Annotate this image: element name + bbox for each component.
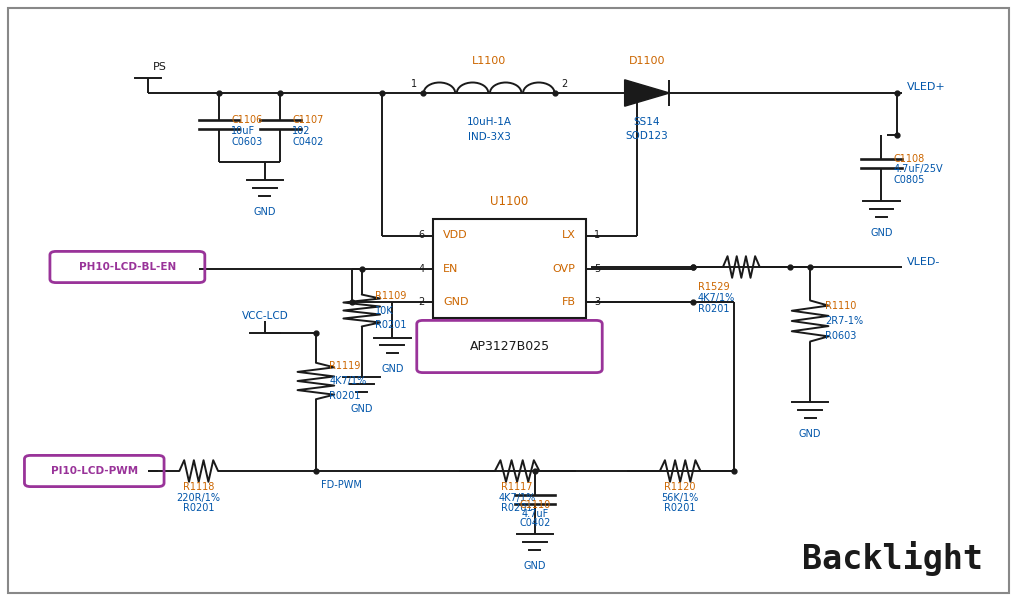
Text: U1100: U1100 [490, 195, 529, 208]
Text: C0603: C0603 [231, 137, 263, 147]
Text: R0201: R0201 [664, 503, 696, 514]
Text: D1100: D1100 [629, 56, 665, 66]
Text: R0201: R0201 [183, 503, 214, 514]
Text: R0201: R0201 [375, 320, 407, 331]
Text: C0402: C0402 [520, 518, 550, 528]
Text: R1117: R1117 [501, 482, 533, 492]
Text: Backlight: Backlight [802, 541, 983, 576]
Text: 4K7/1%: 4K7/1% [498, 493, 536, 503]
Text: 5: 5 [594, 263, 600, 274]
Text: OVP: OVP [553, 263, 576, 274]
Text: FD-PWM: FD-PWM [321, 480, 362, 490]
Text: R1109: R1109 [375, 290, 407, 301]
Text: GND: GND [524, 561, 546, 571]
Text: LX: LX [561, 230, 576, 241]
Text: GND: GND [443, 296, 469, 307]
Text: SS14: SS14 [634, 117, 660, 127]
Text: R0201: R0201 [501, 503, 533, 514]
Text: PH10-LCD-BL-EN: PH10-LCD-BL-EN [78, 262, 176, 272]
Text: GND: GND [870, 228, 893, 238]
Text: SOD123: SOD123 [626, 131, 668, 141]
Text: GND: GND [799, 429, 821, 439]
Text: C1106: C1106 [231, 115, 263, 125]
Text: 2R7-1%: 2R7-1% [825, 316, 863, 326]
Text: VCC-LCD: VCC-LCD [242, 311, 288, 321]
Text: C1108: C1108 [894, 154, 925, 164]
Text: R1529: R1529 [698, 282, 730, 292]
Text: 10uH-1A: 10uH-1A [467, 117, 512, 127]
Text: R0201: R0201 [329, 391, 361, 401]
Text: 56K/1%: 56K/1% [661, 493, 699, 503]
Text: R1110: R1110 [825, 301, 857, 311]
Text: VLED+: VLED+ [907, 82, 946, 92]
Text: 4.7uF: 4.7uF [522, 509, 548, 519]
Text: 3: 3 [594, 296, 600, 307]
Text: 1: 1 [594, 230, 600, 241]
Text: R1120: R1120 [664, 482, 696, 492]
Text: 10K: 10K [375, 305, 393, 316]
Text: R0603: R0603 [825, 331, 857, 341]
Text: C0402: C0402 [292, 137, 324, 147]
Text: 1: 1 [411, 79, 417, 89]
Polygon shape [625, 80, 669, 106]
Text: 102: 102 [292, 126, 311, 136]
Text: GND: GND [351, 403, 373, 413]
Text: 10uF: 10uF [231, 126, 256, 136]
Text: 4.7uF/25V: 4.7uF/25V [894, 164, 944, 174]
Text: 2: 2 [419, 296, 425, 307]
Text: GND: GND [254, 207, 276, 217]
Text: 4: 4 [419, 263, 425, 274]
Text: C1107: C1107 [292, 115, 324, 125]
Text: R1118: R1118 [183, 482, 214, 492]
Text: 4K7/1%: 4K7/1% [329, 376, 367, 386]
Text: 2: 2 [561, 79, 568, 89]
Text: C0805: C0805 [894, 175, 925, 185]
Text: VLED-: VLED- [907, 257, 941, 267]
Text: L1100: L1100 [472, 56, 506, 66]
Text: PS: PS [153, 62, 167, 72]
Text: C1110: C1110 [520, 500, 550, 510]
Text: 220R/1%: 220R/1% [176, 493, 221, 503]
Text: FB: FB [561, 296, 576, 307]
Text: GND: GND [381, 365, 404, 374]
Text: VDD: VDD [443, 230, 468, 241]
Text: R1119: R1119 [329, 361, 361, 371]
Text: IND-3X3: IND-3X3 [468, 132, 511, 142]
Text: 6: 6 [419, 230, 425, 241]
Text: R0201: R0201 [698, 304, 730, 314]
Bar [433, 219, 586, 318]
Text: AP3127B025: AP3127B025 [470, 340, 549, 353]
Text: EN: EN [443, 263, 459, 274]
Text: PI10-LCD-PWM: PI10-LCD-PWM [51, 466, 138, 476]
Text: 4K7/1%: 4K7/1% [698, 293, 736, 303]
